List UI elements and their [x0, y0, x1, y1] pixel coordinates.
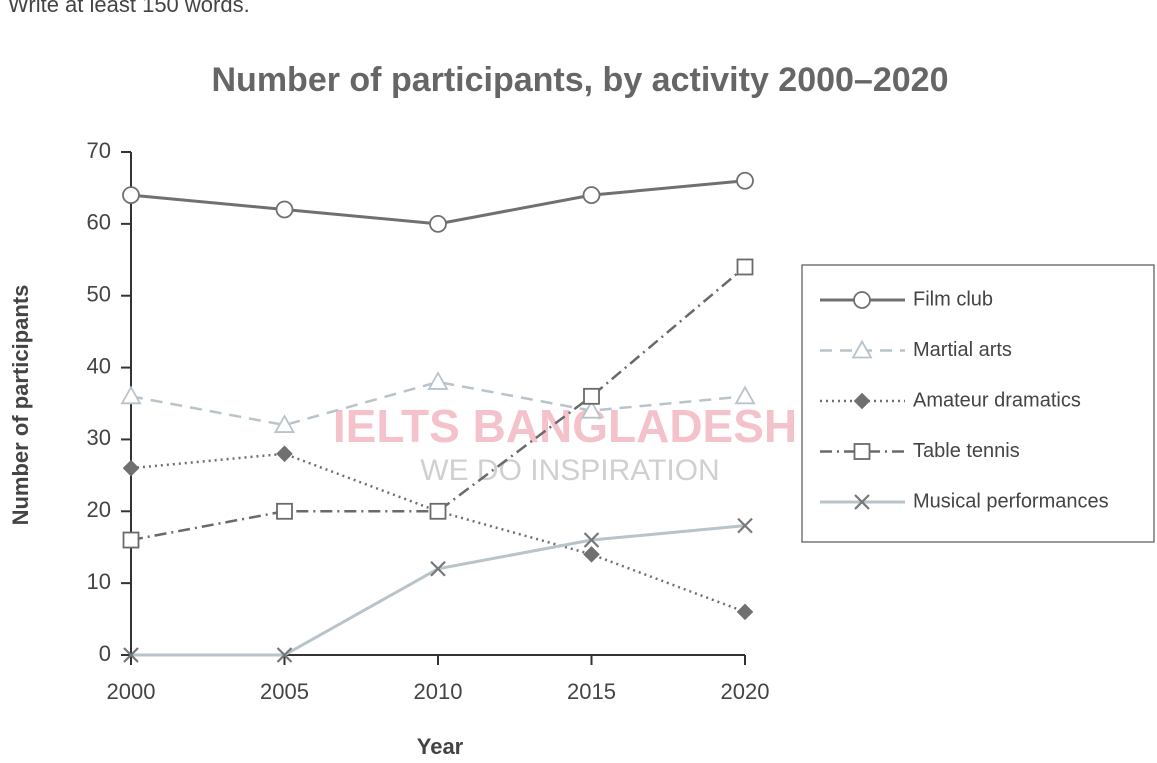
- data-point: [276, 502, 293, 520]
- watermark: WE DO INSPIRATION: [420, 454, 719, 487]
- data-point: [122, 459, 140, 477]
- series-line: [130, 266, 746, 542]
- data-point: [583, 532, 600, 548]
- legend-marker: [853, 291, 871, 309]
- series-line: [131, 524, 746, 657]
- y-tick-label: 60: [87, 210, 111, 235]
- data-point: [273, 414, 296, 433]
- data-point: [120, 385, 142, 405]
- y-tick-label: 30: [87, 425, 111, 450]
- data-point: [429, 502, 447, 520]
- y-tick-label: 10: [87, 569, 111, 594]
- chart-title: Number of participants, by activity 2000…: [212, 61, 949, 99]
- y-tick-label: 20: [87, 497, 111, 522]
- data-point: [583, 387, 600, 405]
- data-point: [736, 171, 754, 190]
- x-tick-label: 2020: [721, 679, 770, 704]
- data-point: [427, 371, 449, 390]
- note: Write at least 150 words.: [8, 0, 250, 17]
- y-tick-label: 50: [87, 282, 111, 307]
- legend-label: Amateur dramatics: [913, 389, 1081, 411]
- series-line: [130, 380, 746, 427]
- legend-label: Table tennis: [913, 440, 1020, 462]
- legend-label: Martial arts: [913, 339, 1012, 361]
- data-point: [736, 258, 754, 276]
- x-tick-label: 2000: [107, 679, 156, 704]
- x-axis-label: Year: [417, 734, 464, 759]
- legend-label: Film club: [913, 288, 993, 310]
- watermark: IELTS BANGLADESH: [333, 400, 797, 452]
- y-axis-label: Number of participants: [8, 285, 33, 526]
- legend-marker: [854, 494, 870, 510]
- legend-label: Musical performances: [913, 490, 1109, 512]
- data-point: [737, 517, 753, 534]
- data-point: [582, 186, 601, 205]
- legend-marker: [851, 339, 873, 359]
- legend-marker: [853, 392, 871, 410]
- data-point: [429, 214, 447, 233]
- data-point: [276, 647, 293, 663]
- x-tick-label: 2015: [567, 679, 616, 704]
- data-point: [123, 647, 139, 663]
- data-point: [276, 445, 293, 463]
- x-tick-label: 2010: [414, 679, 463, 704]
- data-point: [122, 531, 140, 549]
- legend-marker: [853, 443, 871, 460]
- data-point: [583, 546, 600, 563]
- y-tick-label: 40: [87, 353, 111, 378]
- data-point: [736, 603, 754, 621]
- y-tick-label: 0: [99, 641, 111, 666]
- data-point: [430, 560, 446, 577]
- x-tick-label: 2005: [260, 679, 309, 704]
- y-tick-label: 70: [87, 138, 111, 163]
- data-point: [580, 399, 603, 419]
- data-point: [734, 385, 756, 405]
- data-point: [122, 186, 140, 205]
- data-point: [275, 200, 294, 219]
